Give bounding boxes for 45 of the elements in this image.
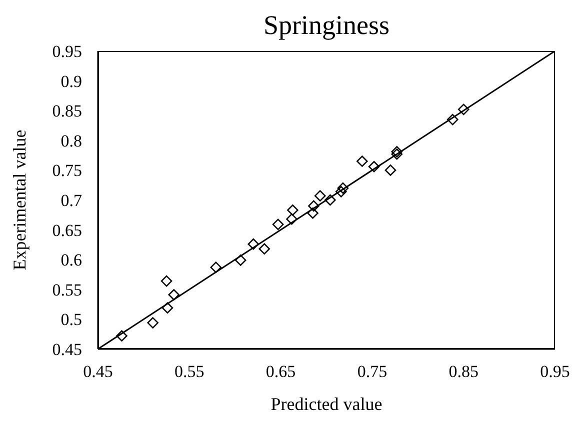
x-tick-label: 0.55 [174, 362, 204, 382]
x-tick-label: 0.95 [540, 362, 570, 382]
point [368, 160, 380, 172]
y-tick-label: 0.45 [52, 340, 82, 360]
point [356, 156, 368, 167]
point [391, 148, 403, 160]
point [324, 194, 336, 206]
point [234, 254, 246, 266]
point [286, 213, 298, 225]
y-tick-label: 0.55 [52, 280, 82, 300]
point [384, 164, 396, 176]
y-tick-label: 0.65 [52, 220, 82, 240]
y-tick-label: 0.5 [60, 310, 82, 330]
point [335, 186, 347, 198]
point [287, 204, 298, 216]
y-tick-label: 0.95 [52, 42, 82, 62]
chart-title: Springiness [262, 10, 390, 41]
y-tick-label: 0.7 [60, 191, 82, 210]
y-axis-title: Experimental value [10, 130, 30, 270]
x-tick-label: 0.65 [266, 362, 296, 382]
point [147, 317, 158, 328]
point [116, 330, 128, 342]
point [272, 218, 284, 230]
point [458, 104, 470, 116]
point [160, 275, 172, 287]
point [258, 243, 270, 255]
y-tick-label: 0.75 [52, 161, 82, 180]
point [162, 302, 174, 314]
y-tick-label: 0.9 [60, 72, 82, 91]
y-tick-label: 0.85 [52, 102, 82, 121]
point [210, 262, 222, 273]
y-tick-label: 0.6 [60, 250, 82, 270]
x-axis-title: Predicted value [270, 394, 384, 415]
x-tick-label: 0.75 [357, 362, 388, 382]
x-tick-label: 0.45 [83, 362, 113, 382]
point [391, 146, 403, 158]
x-tick-label: 0.85 [448, 362, 478, 382]
point [337, 182, 349, 194]
point [308, 200, 320, 212]
point [446, 114, 458, 126]
point [307, 207, 318, 219]
point [314, 190, 326, 202]
y-tick-label: 0.8 [60, 131, 82, 150]
point [168, 289, 180, 300]
point [248, 238, 260, 250]
